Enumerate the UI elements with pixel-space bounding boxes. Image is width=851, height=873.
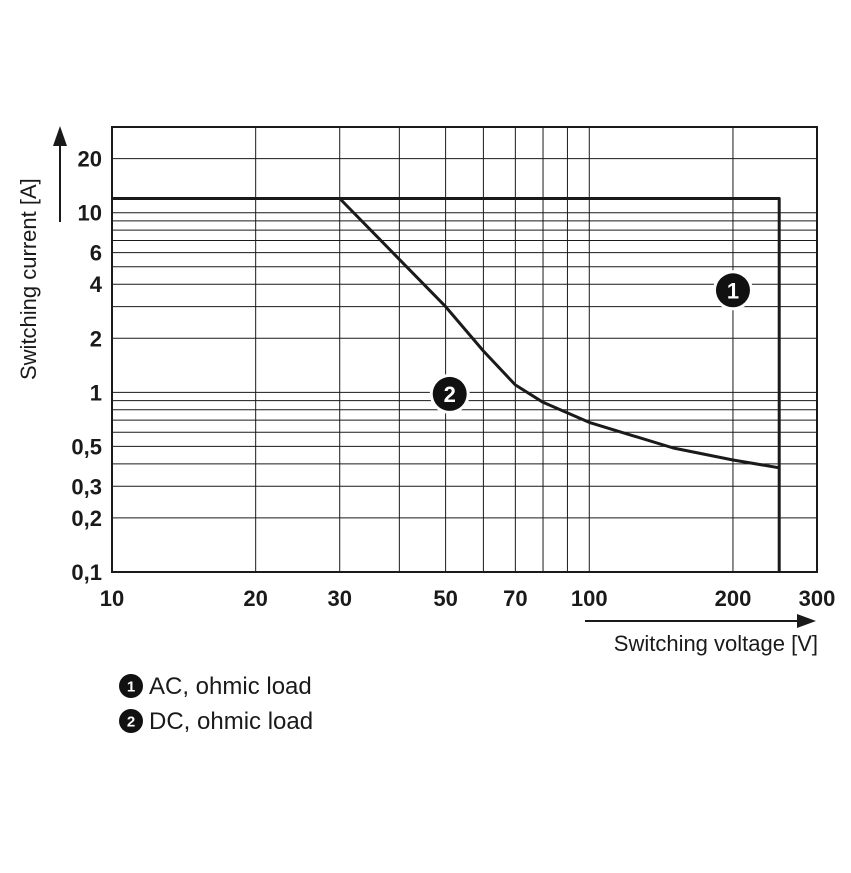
x-tick-label: 20: [243, 586, 267, 611]
legend-item: 1 AC, ohmic load: [119, 673, 312, 700]
plot-frame: [111, 126, 818, 573]
x-tick-label: 30: [327, 586, 351, 611]
x-tick-label: 100: [571, 586, 608, 611]
x-tick-label: 300: [799, 586, 836, 611]
y-tick-label: 20: [78, 147, 102, 172]
series-layer: [112, 197, 781, 572]
x-axis-title-group: Switching voltage [V]: [585, 614, 818, 656]
y-tick-label: 2: [90, 326, 102, 351]
series-1-line: [112, 197, 781, 572]
legend-label: DC, ohmic load: [149, 708, 313, 735]
y-tick-label: 0,2: [71, 506, 102, 531]
y-axis-title-group: Switching current [A]: [16, 126, 67, 380]
series-1-marker: 1: [712, 270, 753, 311]
y-axis-title: Switching current [A]: [16, 178, 41, 380]
legend-marker-number: 1: [127, 679, 135, 696]
marker-circle: [432, 376, 467, 411]
x-tick-labels: 10 20 30 50 70 100 200 300: [100, 586, 836, 611]
legend: 1 AC, ohmic load 2 DC, ohmic load: [119, 673, 313, 735]
x-tick-label: 10: [100, 586, 124, 611]
legend-item: 2 DC, ohmic load: [119, 708, 313, 735]
markers-layer: 12: [429, 270, 753, 414]
legend-marker-circle: [119, 674, 143, 698]
grid: [111, 126, 818, 573]
y-tick-label: 0,5: [71, 434, 102, 459]
legend-marker-circle: [119, 709, 143, 733]
marker-circle: [715, 273, 750, 308]
legend-marker-number: 2: [127, 714, 135, 731]
x-tick-label: 70: [503, 586, 527, 611]
series-2-marker: 2: [429, 373, 470, 414]
y-tick-label: 0,3: [71, 474, 102, 499]
y-tick-labels: 0,1 0,2 0,3 0,5 1 2 4 6 10 20: [71, 147, 102, 585]
y-tick-label: 0,1: [71, 560, 102, 585]
x-axis-title: Switching voltage [V]: [614, 631, 818, 656]
y-tick-label: 6: [90, 241, 102, 266]
y-tick-label: 4: [90, 272, 103, 297]
marker-number: 2: [444, 382, 456, 407]
y-tick-label: 1: [90, 380, 102, 405]
y-axis-arrow-head: [53, 126, 67, 146]
series-2-line: [338, 197, 780, 470]
marker-number: 1: [727, 278, 739, 303]
legend-label: AC, ohmic load: [149, 673, 312, 700]
y-tick-label: 10: [78, 201, 102, 226]
x-axis-arrow-head: [797, 614, 816, 628]
x-tick-label: 50: [433, 586, 457, 611]
x-tick-label: 200: [715, 586, 752, 611]
